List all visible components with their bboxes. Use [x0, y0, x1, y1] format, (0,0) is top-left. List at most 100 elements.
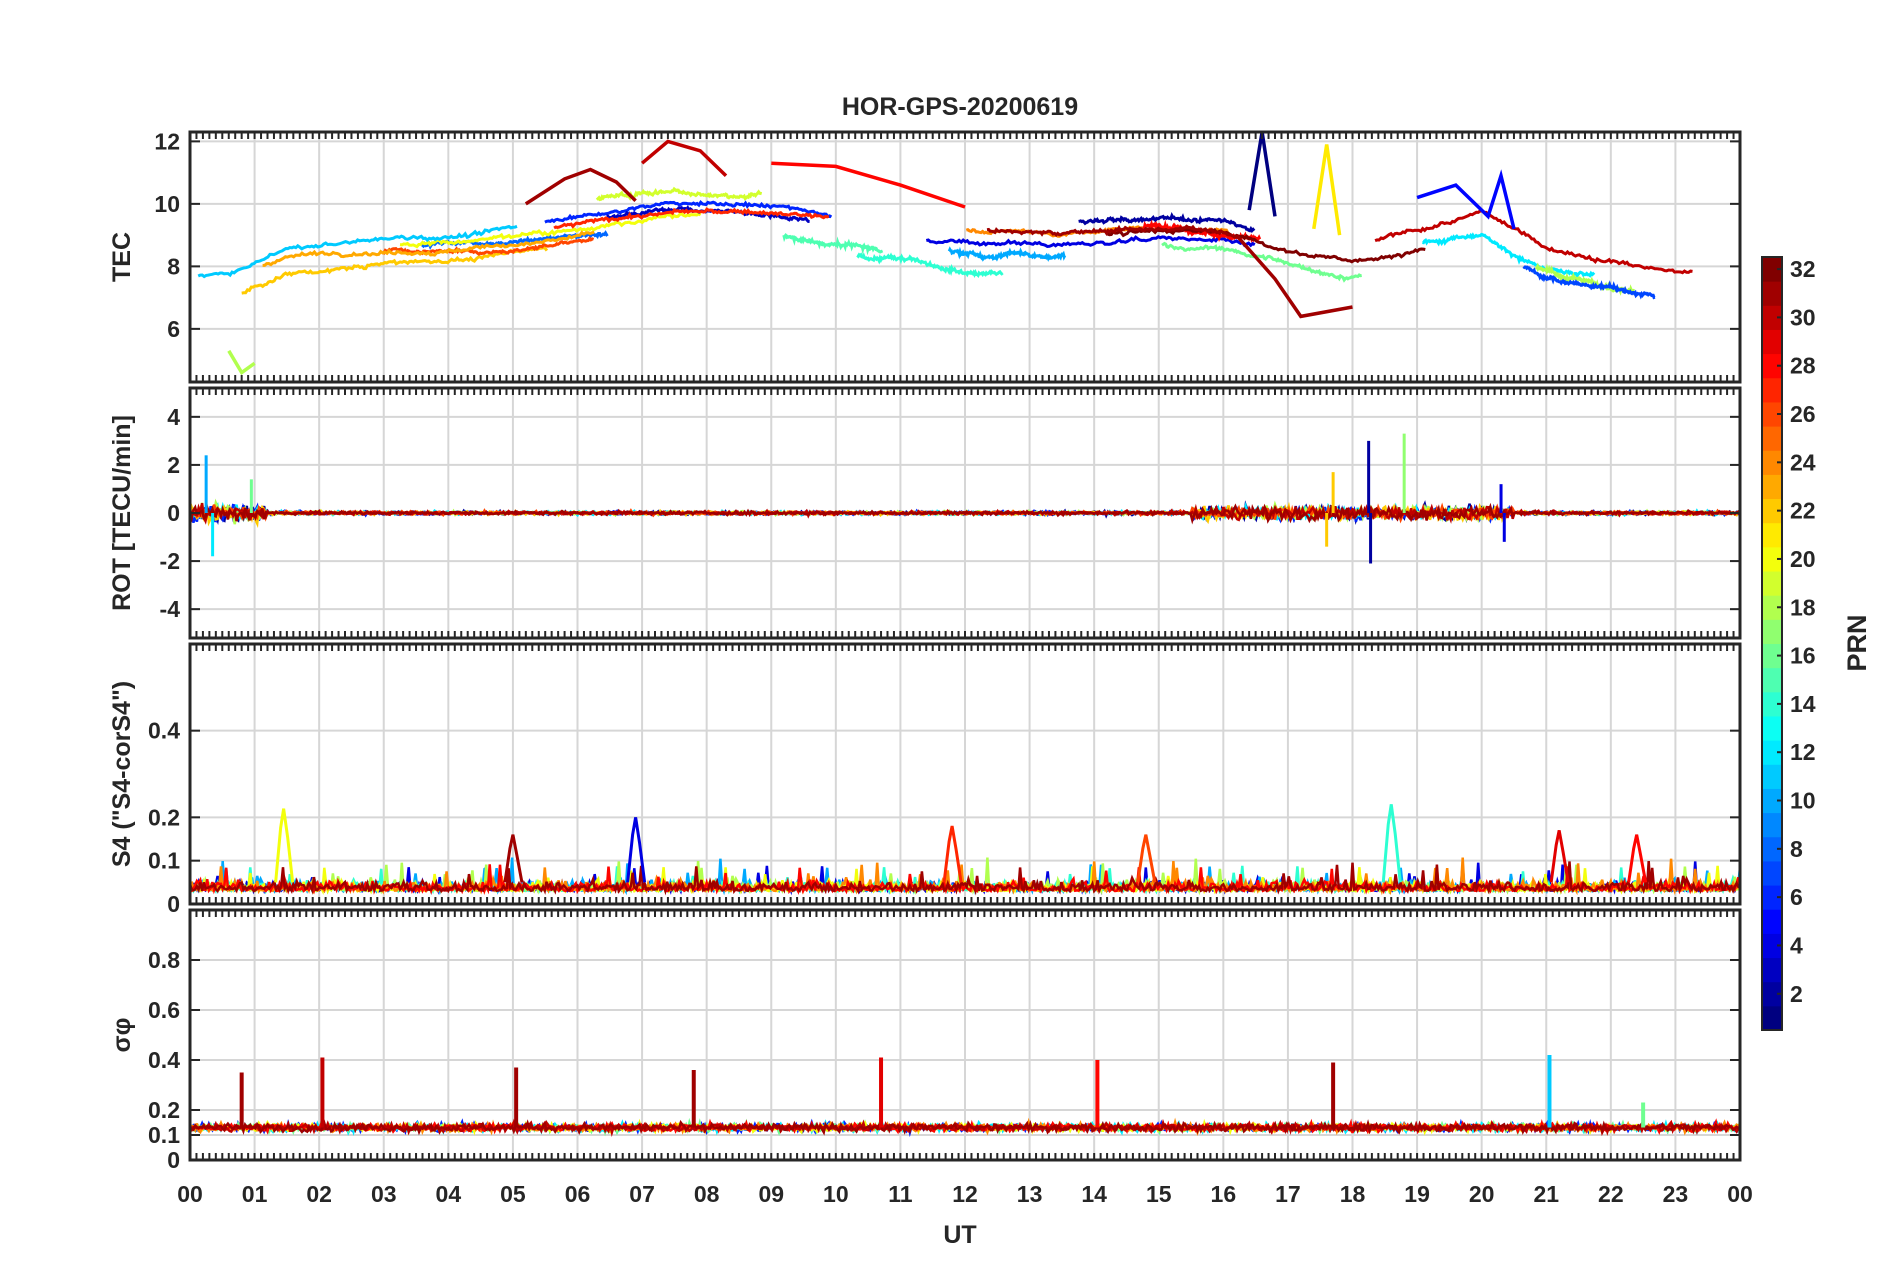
x-tick-label: 19 [1404, 1181, 1430, 1207]
x-tick-label: 01 [242, 1181, 268, 1207]
y-axis-label-tec: TEC [108, 232, 136, 282]
colorbar-label: PRN [1842, 614, 1872, 671]
tec-arc-prn-30 [1374, 209, 1693, 275]
x-tick-labels: 00 01 02 03 04 05 06 07 08 09 10 11 12 13 14 15 16 17 18 19… [177, 1181, 1753, 1207]
colorbar-segment [1762, 788, 1782, 814]
colorbar-segment [1762, 836, 1782, 862]
tec-arc-prn-14 [856, 252, 1004, 278]
colorbar-tick-label: 32 [1790, 256, 1816, 282]
colorbar-segment [1762, 885, 1782, 910]
tec-arc-prn-31 [986, 224, 1240, 239]
y-tick-label: 0.4 [148, 718, 180, 744]
colorbar-segment [1762, 305, 1782, 330]
x-tick-label: 13 [1017, 1181, 1043, 1207]
tec-highlight-prn-18 [227, 349, 256, 376]
tec-arc-prn-6 [544, 199, 833, 224]
tec-arc-prn-19 [595, 186, 763, 202]
panel-frame [188, 642, 1742, 906]
y-tick-label: 8 [167, 253, 180, 279]
x-tick-label: 15 [1146, 1181, 1172, 1207]
tec-arc-prn-15 [782, 232, 884, 256]
y-tick-label: -4 [160, 596, 181, 622]
x-tick-label: 20 [1469, 1181, 1495, 1207]
colorbar-segment [1762, 1005, 1782, 1031]
x-tick-label: 12 [952, 1181, 978, 1207]
x-tick-label: 02 [306, 1181, 332, 1207]
colorbar-segment [1762, 450, 1782, 475]
tec-highlight-prn-31 [1234, 233, 1353, 319]
rot-series-prn-31 [190, 502, 1740, 525]
s4-peak-prn-27 [942, 825, 963, 883]
x-axis-label: UT [943, 1221, 976, 1249]
colorbar-tick-label: 22 [1790, 498, 1816, 524]
y-tick-label: -2 [160, 548, 180, 574]
y-tick-label: 0.6 [148, 997, 180, 1023]
y-tick-label: 0.4 [148, 1047, 180, 1073]
tec-arc-prn-2 [1078, 211, 1256, 234]
y-tick-label: 0.1 [148, 848, 180, 874]
chart-title: HOR-GPS-20200619 [842, 93, 1078, 121]
panel-frame [188, 386, 1742, 640]
series-group [197, 132, 1693, 376]
colorbar-segment [1762, 474, 1782, 500]
y-tick-label: 2 [167, 452, 180, 478]
colorbar-tick-label: 6 [1790, 884, 1803, 910]
colorbar-segment [1762, 426, 1782, 451]
s4-series-prn-31 [190, 861, 1740, 896]
colorbar-segment [1762, 933, 1782, 959]
colorbar-frame [1761, 256, 1783, 1031]
tec-arc-prn-12 [1422, 232, 1596, 279]
x-tick-label: 22 [1598, 1181, 1624, 1207]
y-axis-label-rot: ROT [TECU/min] [108, 415, 136, 611]
s4-peak-prn-14 [1381, 804, 1402, 883]
colorbar-segment [1762, 281, 1782, 306]
colorbar-segment [1762, 812, 1782, 838]
colorbar-tick-label: 20 [1790, 546, 1816, 572]
colorbar-segment [1762, 981, 1782, 1007]
y-tick-label: 6 [167, 316, 180, 342]
colorbar-tick-label: 28 [1790, 353, 1816, 379]
colorbar-segment [1762, 377, 1782, 403]
colorbar-segment [1762, 909, 1782, 934]
colorbar-segment [1762, 715, 1782, 741]
s4-peak-prn-26 [1136, 834, 1157, 883]
colorbar-segment [1762, 764, 1782, 789]
tec-arc-prn-16 [1161, 241, 1362, 283]
s4-peak-prn-20 [274, 808, 295, 883]
s4-peak-prn-4 [626, 817, 647, 883]
tec-highlight-prn-30 [640, 139, 728, 177]
x-tick-label: 23 [1663, 1181, 1689, 1207]
tec-highlight-prn-5 [1416, 169, 1516, 230]
panel-s4: 0 0.1 0.2 0.4 S4 ("S4-corS4") [108, 642, 1742, 917]
tec-arc-prn-20 [399, 212, 702, 249]
colorbar-segment [1762, 667, 1782, 693]
s4-peak-prn-29 [1549, 830, 1570, 883]
s4-peak-prn-31 [503, 834, 524, 883]
y-tick-label: 0.2 [148, 804, 180, 830]
colorbar-tick-label: 10 [1790, 788, 1816, 814]
s4-peak-prn-28 [1627, 834, 1648, 883]
x-tick-label: 06 [565, 1181, 591, 1207]
colorbar-segment [1762, 353, 1782, 379]
colorbar-tick-label: 18 [1790, 594, 1816, 620]
series-group [190, 1055, 1740, 1138]
x-tick-label: 09 [758, 1181, 784, 1207]
tec-arc-prn-22 [241, 246, 549, 295]
panel-frame [188, 130, 1742, 384]
x-tick-label: 16 [1211, 1181, 1237, 1207]
panel-tec: 6 8 10 12 TEC [108, 128, 1742, 384]
y-axis-label-s4: S4 ("S4-corS4") [108, 681, 136, 867]
y-tick-label: 10 [154, 191, 180, 217]
x-tick-label: 07 [629, 1181, 655, 1207]
tec-highlight-prn-28 [771, 161, 966, 209]
colorbar-segment [1762, 401, 1782, 427]
y-axis-label-sigma_phi: σφ [108, 1018, 136, 1053]
x-tick-label: 11 [888, 1181, 913, 1207]
colorbar-segment [1762, 957, 1782, 983]
y-tick-label: 12 [154, 128, 180, 154]
x-tick-label: 03 [371, 1181, 397, 1207]
panel-sigma_phi: 00.10.2 0.4 0.6 0.8 σφ [108, 908, 1742, 1173]
